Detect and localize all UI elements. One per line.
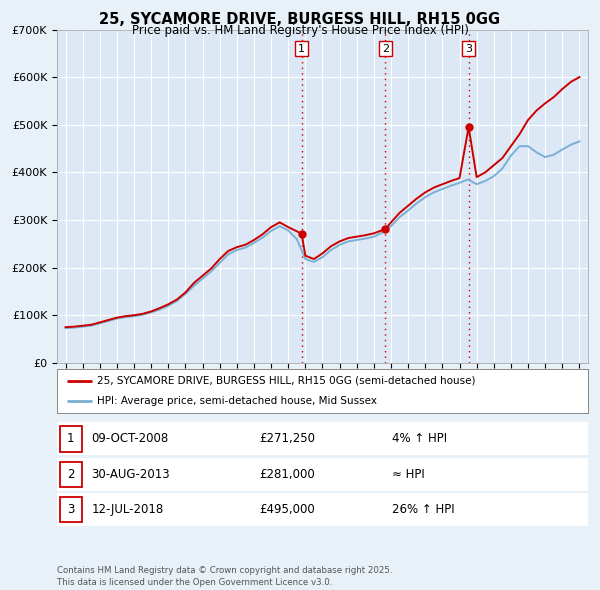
Bar <box>59 427 82 451</box>
Text: 25, SYCAMORE DRIVE, BURGESS HILL, RH15 0GG (semi-detached house): 25, SYCAMORE DRIVE, BURGESS HILL, RH15 0… <box>97 376 475 386</box>
Text: 2: 2 <box>67 468 74 481</box>
Text: 2: 2 <box>382 44 389 54</box>
Text: 30-AUG-2013: 30-AUG-2013 <box>92 468 170 481</box>
Text: 4% ↑ HPI: 4% ↑ HPI <box>392 432 446 445</box>
Bar <box>59 497 82 522</box>
Text: HPI: Average price, semi-detached house, Mid Sussex: HPI: Average price, semi-detached house,… <box>97 396 377 406</box>
Text: Contains HM Land Registry data © Crown copyright and database right 2025.
This d: Contains HM Land Registry data © Crown c… <box>57 566 392 587</box>
Text: Price paid vs. HM Land Registry's House Price Index (HPI): Price paid vs. HM Land Registry's House … <box>131 24 469 37</box>
Text: 09-OCT-2008: 09-OCT-2008 <box>92 432 169 445</box>
Text: 26% ↑ HPI: 26% ↑ HPI <box>392 503 454 516</box>
Text: 1: 1 <box>67 432 74 445</box>
Text: 25, SYCAMORE DRIVE, BURGESS HILL, RH15 0GG: 25, SYCAMORE DRIVE, BURGESS HILL, RH15 0… <box>100 12 500 27</box>
Bar <box>59 462 82 487</box>
Text: £495,000: £495,000 <box>259 503 314 516</box>
Text: £271,250: £271,250 <box>259 432 315 445</box>
Text: 1: 1 <box>298 44 305 54</box>
Text: ≈ HPI: ≈ HPI <box>392 468 424 481</box>
Text: 12-JUL-2018: 12-JUL-2018 <box>92 503 164 516</box>
Text: 3: 3 <box>465 44 472 54</box>
Text: 3: 3 <box>67 503 74 516</box>
Text: £281,000: £281,000 <box>259 468 314 481</box>
